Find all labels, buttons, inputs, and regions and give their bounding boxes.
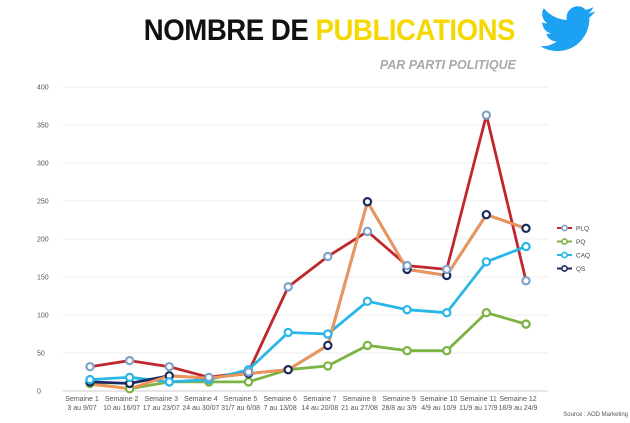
x-tick-sublabel: 11/9 au 17/9 [459, 405, 498, 412]
data-point-plq [442, 264, 452, 275]
legend-swatch-marker [561, 251, 568, 259]
series-line-orange [88, 200, 528, 391]
data-point-pq [243, 377, 254, 387]
data-point-pq [402, 346, 412, 356]
page-subtitle: PAR PARTI POLITIQUE [379, 58, 516, 72]
legend-label: CAQ [576, 252, 590, 259]
data-point-pq [442, 346, 452, 356]
data-point-plq [164, 361, 174, 372]
data-point-plq [521, 276, 531, 286]
series-line-pq [88, 311, 528, 391]
data-point-plq [323, 251, 333, 262]
legend-swatch-marker [561, 238, 568, 245]
data-point-pq [521, 319, 531, 329]
x-tick-sublabel: 24 au 30/07 [182, 405, 219, 412]
legend-label: QS [576, 266, 586, 273]
data-point-pq [323, 361, 333, 371]
data-point-pq [362, 340, 373, 351]
y-tick-label: 400 [37, 85, 49, 92]
y-tick-label: 50 [37, 351, 45, 358]
data-point-caq [124, 372, 135, 383]
data-point-caq [85, 374, 95, 385]
x-tick-label: Semaine 1 [65, 396, 99, 403]
x-tick-sublabel: 14 au 20/08 [301, 405, 338, 412]
y-tick-label: 200 [37, 237, 49, 244]
legend-swatch-marker [561, 265, 568, 272]
data-point-qs [323, 340, 333, 351]
data-point-plq [85, 361, 95, 372]
x-tick-sublabel: 31/7 au 6/08 [221, 405, 260, 412]
data-point-caq [521, 241, 531, 252]
data-point-caq [481, 257, 492, 267]
data-point-caq [402, 304, 412, 315]
data-point-plq [124, 355, 135, 366]
x-tick-label: Semaine 10 [420, 396, 457, 403]
twitter-bird-icon [540, 6, 596, 52]
data-point-plq [204, 372, 214, 383]
data-point-plq [481, 110, 492, 120]
x-tick-label: Semaine 5 [224, 396, 258, 403]
data-point-qs [481, 209, 492, 220]
y-tick-label: 150 [37, 275, 49, 282]
page-title: NOMBRE DE PUBLICATIONS [41, 14, 516, 48]
data-point-caq [442, 308, 452, 318]
x-tick-label: Semaine 7 [303, 396, 337, 403]
series-line-caq [88, 245, 528, 384]
data-point-qs [283, 365, 293, 375]
data-point-caq [283, 327, 293, 338]
y-tick-label: 300 [37, 161, 49, 168]
x-tick-label: Semaine 3 [145, 396, 179, 403]
x-tick-sublabel: 21 au 27/08 [341, 405, 378, 412]
data-point-qs [362, 197, 373, 207]
data-point-pq [481, 308, 492, 318]
series-line-plq [88, 113, 528, 379]
x-tick-sublabel: 17 au 23/07 [143, 405, 180, 412]
x-tick-sublabel: 28/8 au 3/9 [382, 405, 417, 412]
x-tick-sublabel: 4/9 au 10/9 [421, 405, 456, 412]
y-tick-label: 0 [37, 389, 41, 396]
y-tick-label: 250 [37, 199, 49, 206]
title-part-2: PUBLICATIONS [315, 14, 516, 47]
data-point-plq [402, 260, 412, 271]
x-tick-sublabel: 3 au 9/07 [67, 405, 96, 412]
y-tick-label: 100 [37, 313, 49, 320]
x-tick-label: Semaine 4 [184, 396, 218, 403]
data-point-plq [243, 367, 254, 377]
data-point-plq [362, 226, 373, 237]
data-point-caq [362, 296, 373, 307]
legend-swatch-marker [561, 224, 568, 232]
x-tick-label: Semaine 11 [460, 396, 497, 403]
x-tick-sublabel: 10 au 16/07 [103, 405, 140, 412]
data-point-plq [283, 282, 293, 292]
data-point-caq [323, 329, 333, 339]
data-point-qs [521, 223, 531, 234]
data-point-caq [164, 377, 174, 387]
y-tick-label: 350 [37, 123, 49, 130]
x-tick-label: Semaine 2 [105, 396, 139, 403]
x-tick-label: Semaine 8 [343, 396, 377, 403]
x-tick-sublabel: 18/9 au 24/9 [499, 405, 538, 412]
x-tick-label: Semaine 9 [382, 396, 416, 403]
legend-label: PLQ [576, 225, 589, 232]
source-note: Source : AOD Marketing [563, 412, 628, 418]
legend-label: PQ [576, 239, 585, 246]
x-tick-sublabel: 7 au 13/08 [264, 405, 297, 412]
title-part-1: NOMBRE DE [143, 14, 316, 47]
x-tick-label: Semaine 6 [263, 396, 297, 403]
x-tick-label: Semaine 12 [499, 396, 536, 403]
